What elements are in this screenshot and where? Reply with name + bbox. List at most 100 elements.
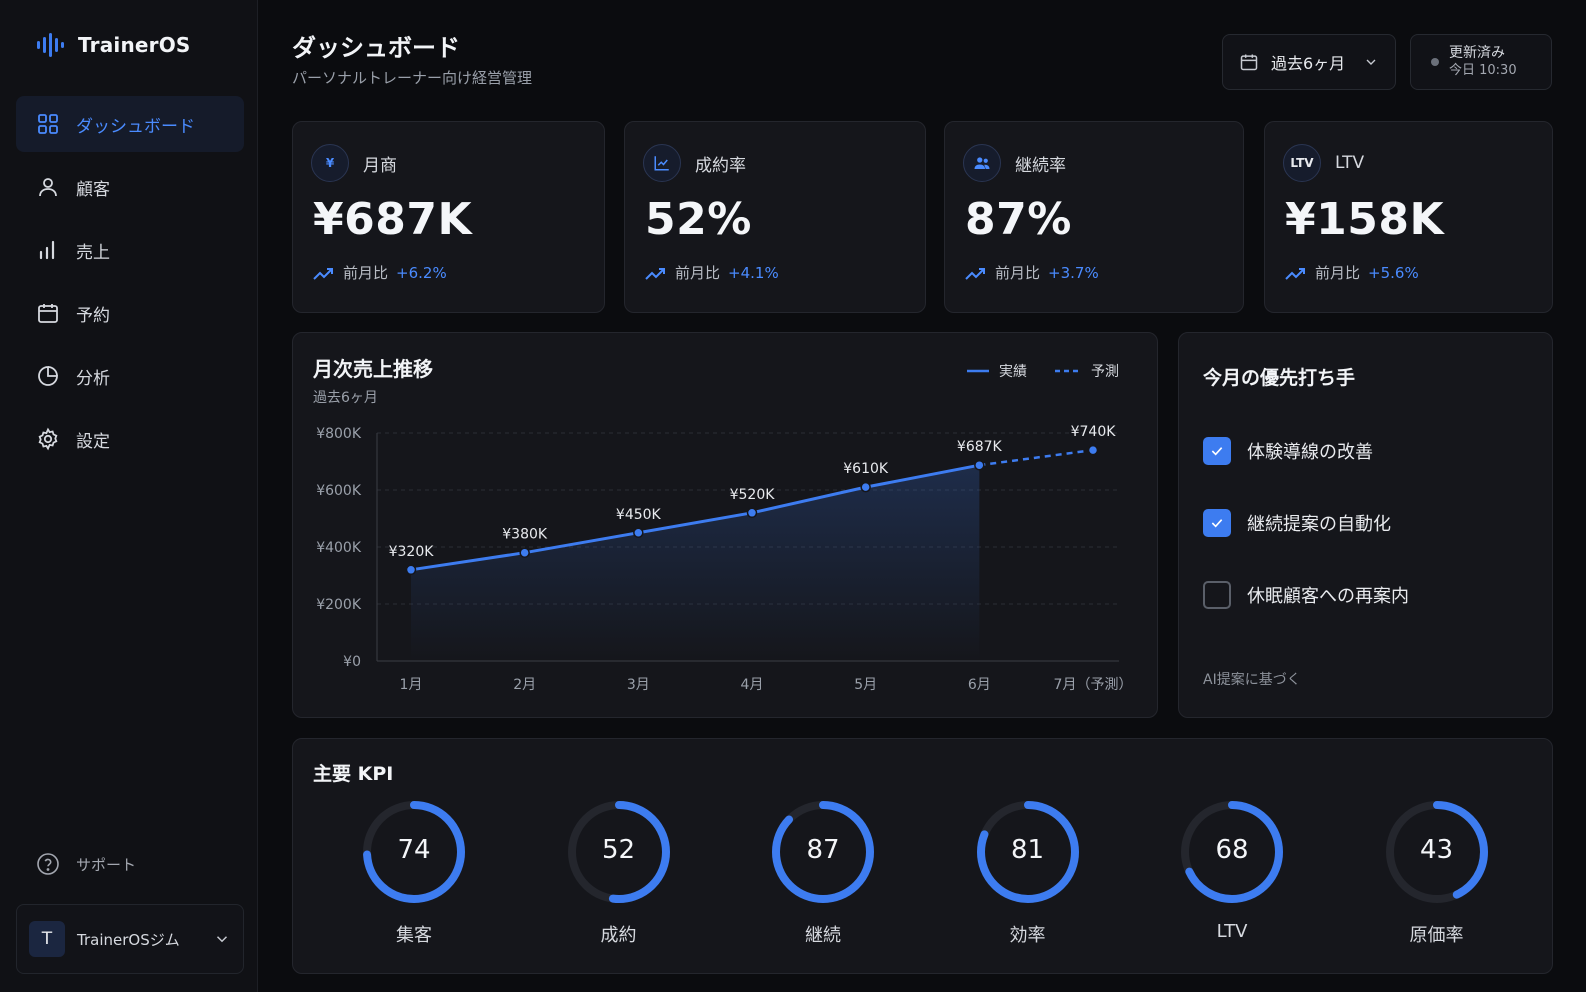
kpi-delta-label: 前月比	[675, 264, 721, 282]
gear-icon	[38, 427, 58, 451]
calendar-icon	[1240, 54, 1258, 71]
date-range-select[interactable]: 過去6ヶ月	[1222, 34, 1396, 90]
sidebar-item-label: ダッシュボード	[76, 116, 195, 137]
trend-up-icon	[313, 267, 333, 280]
chevron-down-icon	[1366, 59, 1376, 65]
kpi-ring-value: 74	[397, 835, 431, 865]
kpi-delta-value: +4.1%	[728, 263, 779, 282]
priority-item[interactable]: 継続提案の自動化	[1203, 501, 1409, 545]
data-label: ¥520K	[730, 487, 776, 503]
kpi-card-header: ¥ 月商	[311, 144, 397, 182]
kpi-card-delta: 前月比 +4.1%	[645, 262, 779, 283]
ring-progress	[1181, 801, 1283, 903]
kpi-ring-gauge	[772, 801, 874, 903]
users-icon	[963, 144, 1001, 182]
forecast-data-point	[1087, 444, 1099, 456]
actual-data-point	[405, 564, 417, 576]
actual-series-line	[410, 463, 980, 572]
status-dot	[1431, 58, 1439, 66]
data-label: ¥610K	[843, 461, 889, 477]
kpi-card-label: 継続率	[1015, 155, 1066, 176]
x-tick-label: 2月	[513, 677, 536, 693]
kpi-ring-value: 81	[1010, 835, 1045, 865]
avatar: T	[29, 921, 65, 957]
page-title: ダッシュボード	[292, 34, 460, 62]
priority-list: 体験導線の改善 継続提案の自動化 休眠顧客への再案内	[1203, 429, 1409, 645]
priority-item[interactable]: 休眠顧客への再案内	[1203, 573, 1409, 617]
kpi-ring-label: 効率	[1009, 925, 1046, 946]
kpi-ring-gauge	[976, 801, 1079, 903]
kpi-ring: 43 原価率	[1382, 797, 1492, 946]
priority-item-label: 継続提案の自動化	[1247, 514, 1391, 535]
sidebar-item-customers[interactable]: 顧客	[16, 159, 244, 215]
kpi-ring-label: LTV	[1216, 921, 1248, 942]
kpi-ring-gauge	[363, 801, 465, 903]
kpi-rings-card: 主要 KPI 74 集客 52 成約 87 継続 81 効	[292, 738, 1553, 974]
kpi-ring: 52 成約	[564, 797, 674, 946]
kpi-ring-label: 成約	[600, 925, 637, 946]
sidebar-item-analytics[interactable]: 分析	[16, 348, 244, 404]
data-label: ¥740K	[1071, 424, 1117, 440]
org-name: TrainerOSジム	[77, 930, 180, 949]
chart-title: 月次売上推移	[313, 357, 433, 381]
brand-name: TrainerOS	[78, 33, 191, 57]
legend-label: 予測	[1091, 364, 1119, 380]
ltv-icon: LTV	[1283, 144, 1321, 182]
date-range-label: 過去6ヶ月	[1271, 54, 1346, 73]
actual-series-area	[411, 465, 980, 661]
kpi-ring: 87 継続	[768, 797, 878, 946]
checkbox-checked[interactable]	[1203, 509, 1231, 537]
sidebar-item-dashboard[interactable]: ダッシュボード	[16, 96, 244, 152]
kpi-card-value: ¥687K	[313, 194, 473, 245]
support-label: サポート	[76, 855, 137, 874]
sidebar-item-sales[interactable]: 売上	[16, 222, 244, 278]
org-switcher[interactable]: T TrainerOSジム	[16, 904, 244, 974]
trend-up-icon	[645, 267, 665, 280]
sidebar-item-reservations[interactable]: 予約	[16, 285, 244, 341]
actual-data-point	[633, 527, 644, 538]
chart-legend: 実績 予測	[967, 361, 1119, 381]
chart-subtitle: 過去6ヶ月	[313, 390, 378, 406]
sidebar-item-label: 予約	[76, 305, 110, 326]
grid-icon	[38, 114, 58, 134]
kpi-ring-gauge	[567, 801, 670, 903]
ring-progress	[772, 801, 874, 903]
kpi-ring: 81 効率	[973, 797, 1083, 946]
kpi-ring-label: 集客	[396, 925, 432, 946]
kpi-card-value: ¥158K	[1285, 194, 1445, 245]
data-label: ¥450K	[616, 507, 662, 523]
trend-chart-icon	[643, 144, 681, 182]
checkbox-unchecked[interactable]	[1203, 581, 1231, 609]
checkbox-checked[interactable]	[1203, 437, 1231, 465]
kpi-card-delta: 前月比 +5.6%	[1285, 262, 1419, 283]
support-link[interactable]: サポート	[36, 852, 136, 876]
pie-chart-icon	[38, 366, 58, 386]
kpi-card-delta: 前月比 +3.7%	[965, 262, 1099, 283]
actual-data-point	[860, 481, 871, 493]
legend-label: 実績	[999, 364, 1027, 380]
ring-progress	[976, 801, 1079, 903]
update-status: 更新済み 今日 10:30	[1410, 34, 1552, 90]
kpi-card-label: 成約率	[695, 155, 746, 176]
kpi-card-value: 52%	[645, 194, 752, 245]
priority-card: 今月の優先打ち手 体験導線の改善 継続提案の自動化 休眠顧客への再案内 AI提案…	[1178, 332, 1553, 718]
priority-item[interactable]: 体験導線の改善	[1203, 429, 1409, 473]
brand[interactable]: TrainerOS	[36, 32, 191, 58]
sidebar-item-label: 売上	[76, 242, 110, 263]
kpi-ring-value: 52	[601, 835, 636, 865]
x-tick-label: 5月	[854, 677, 877, 693]
calendar-icon	[38, 304, 58, 323]
priority-item-label: 休眠顧客への再案内	[1247, 586, 1409, 607]
sidebar-item-settings[interactable]: 設定	[16, 411, 244, 467]
priority-item-label: 体験導線の改善	[1247, 442, 1373, 463]
kpi-card-header: 継続率	[963, 144, 1066, 182]
kpi-ring: 74 集客	[359, 797, 469, 946]
forecast-series-line	[979, 448, 1094, 467]
actual-data-point	[519, 547, 530, 558]
kpi-ring-value: 68	[1215, 835, 1249, 865]
check-icon	[1211, 447, 1223, 456]
kpi-card-label: LTV	[1335, 153, 1365, 173]
y-tick-label: ¥800K	[316, 426, 362, 442]
kpi-card-value: 87%	[965, 194, 1072, 245]
data-label: ¥687K	[957, 439, 1003, 455]
